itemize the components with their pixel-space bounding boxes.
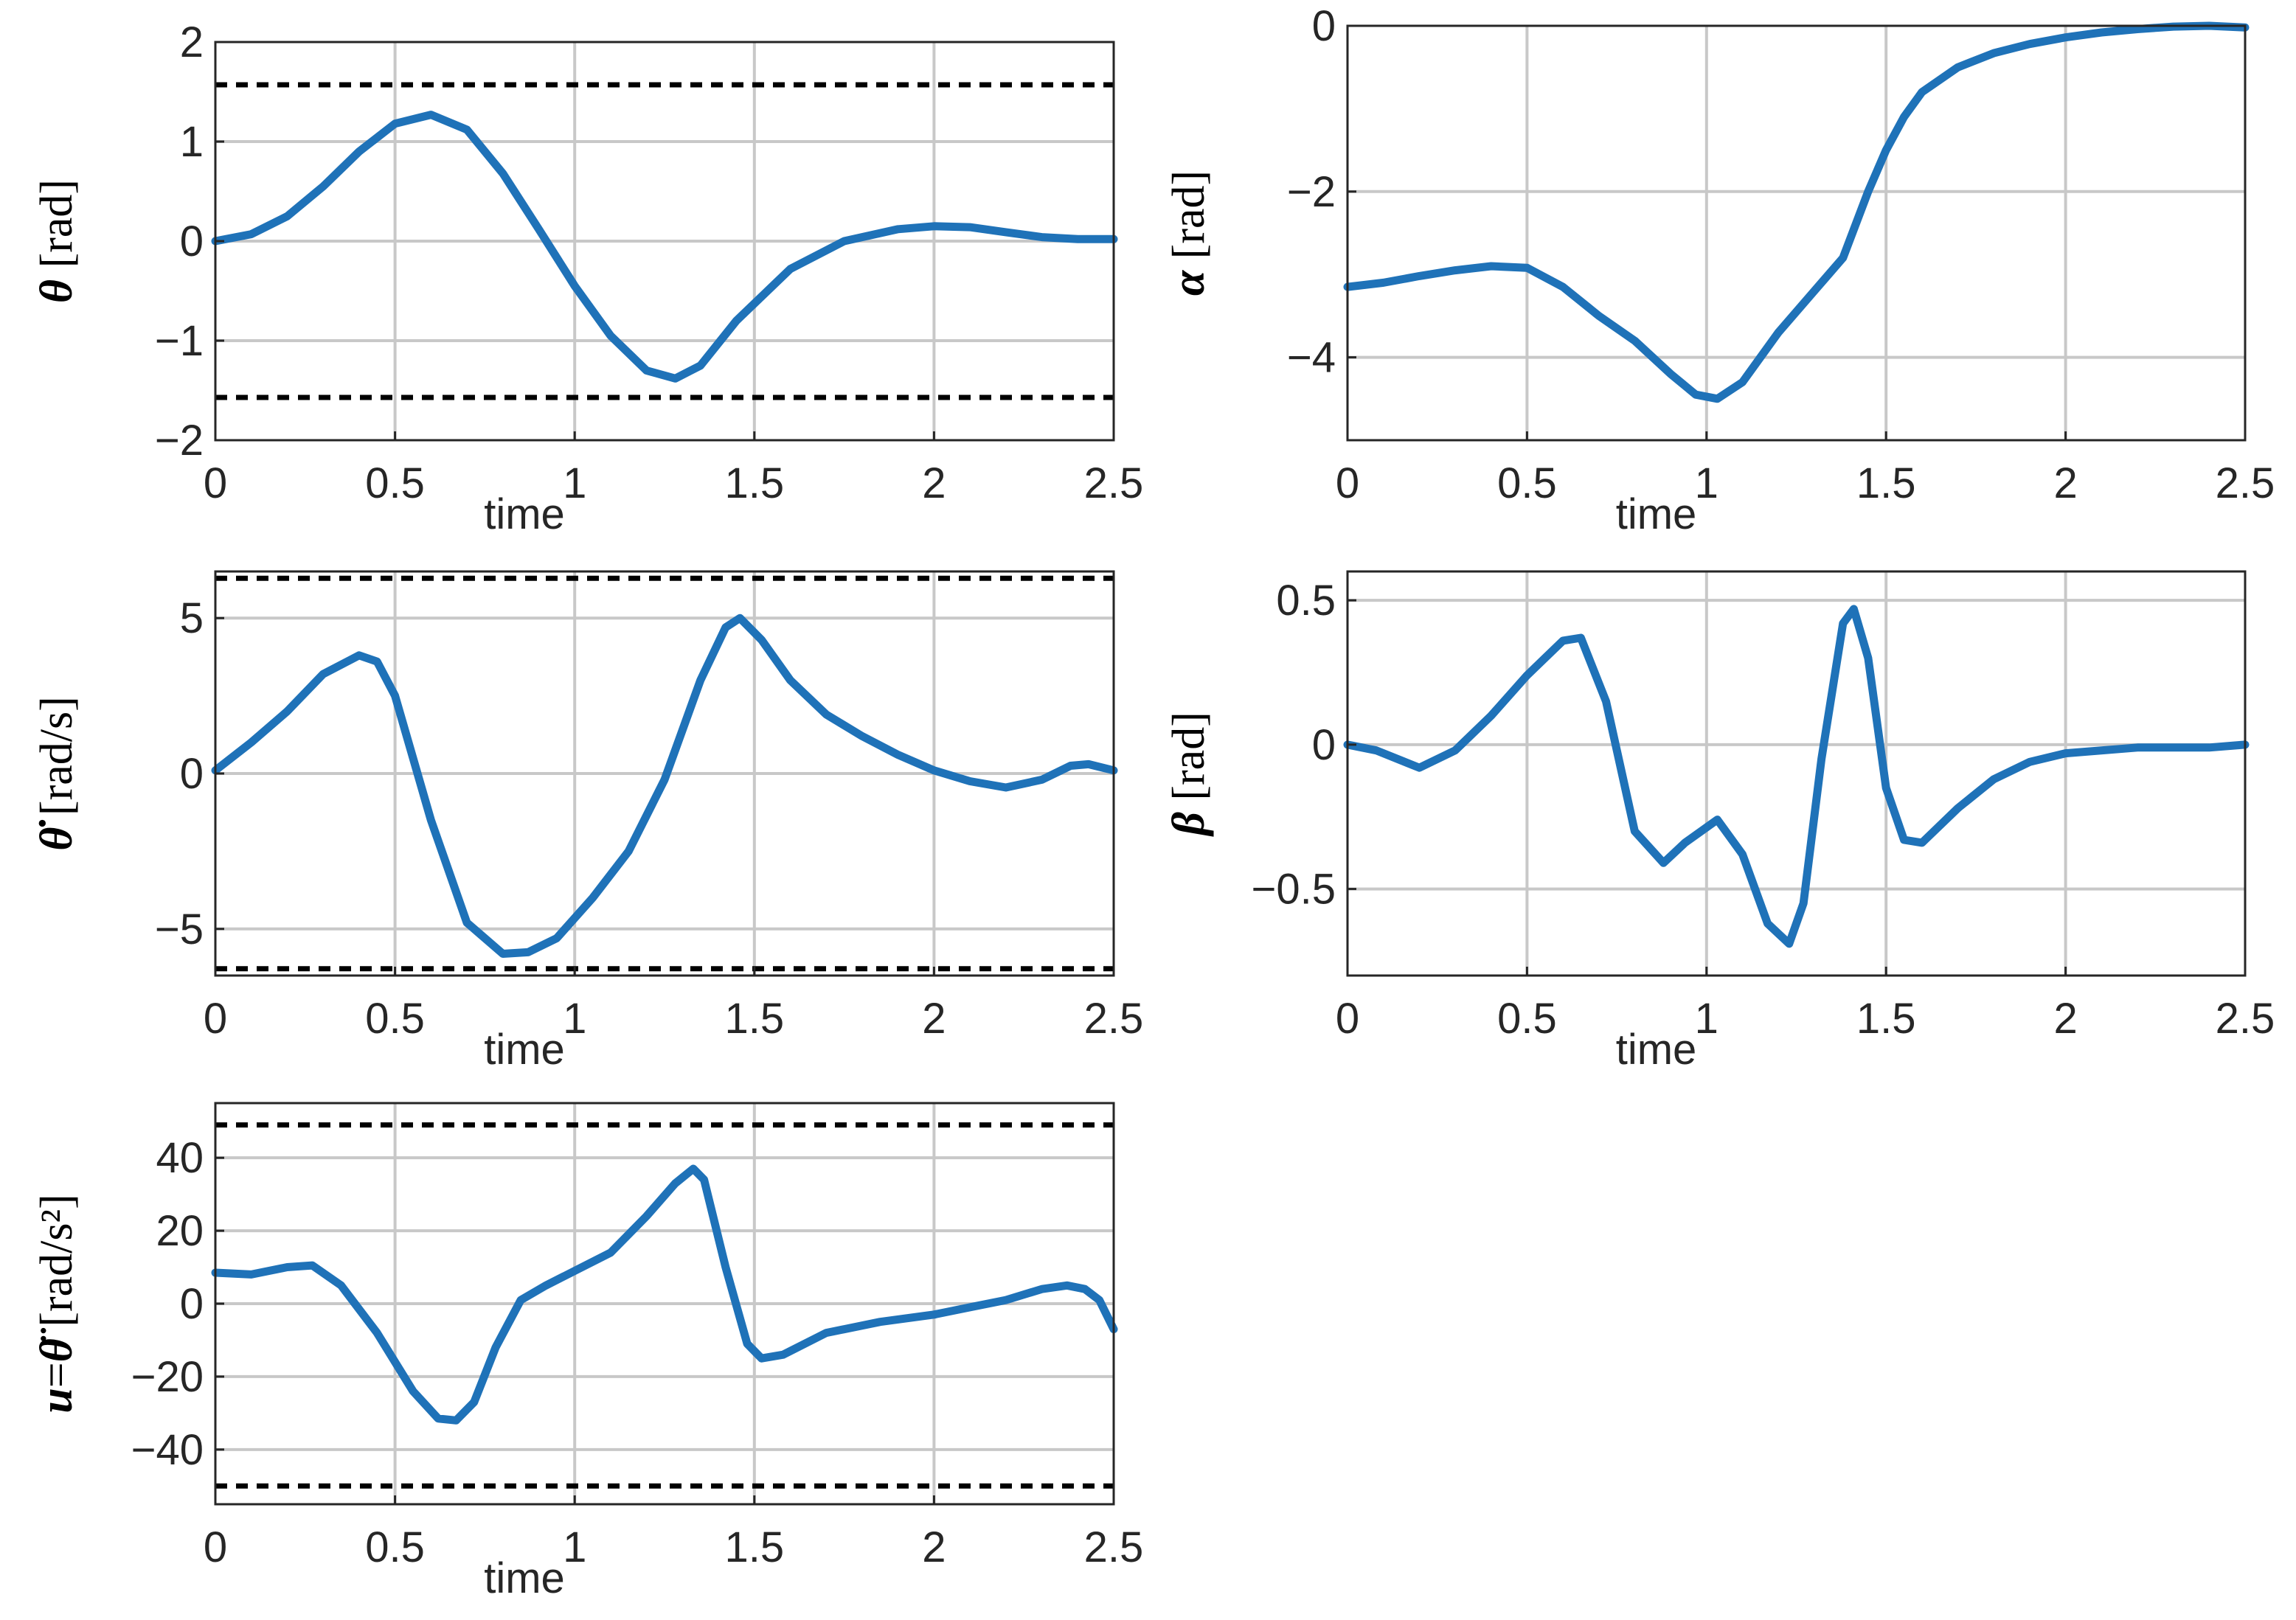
- y-axis-label: θ [rad]: [32, 179, 82, 303]
- x-tick-label: 0.5: [1497, 995, 1557, 1043]
- x-tick-label: 1.5: [1856, 459, 1916, 507]
- y-tick-label: −2: [1287, 168, 1336, 216]
- x-tick-label: 0: [204, 995, 227, 1043]
- y-tick-label: 0.5: [1276, 577, 1336, 625]
- x-tick-label: 0: [1336, 995, 1359, 1043]
- axes-frame: [1346, 24, 2247, 442]
- y-tick-label: −1: [155, 317, 204, 365]
- chart-beta: 0 0.5 1 1.5 2 2.5 −0.5 0 0.5 time β [rad]: [1164, 570, 2275, 1074]
- x-axis-label: time: [484, 490, 565, 538]
- x-tick-label: 2.5: [1084, 1523, 1144, 1571]
- x-axis-label: time: [1616, 1026, 1697, 1074]
- x-tick-label: 2: [2053, 459, 2077, 507]
- y-tick-label: 0: [180, 218, 204, 265]
- chart-u: 0 0.5 1 1.5 2 2.5 −40 −20 0 20 40 time u=θ̈ [rad/s²]: [32, 1102, 1144, 1602]
- y-axis-label-part: [rad/s²]: [32, 1194, 82, 1327]
- y-tick-label: −0.5: [1252, 866, 1336, 914]
- x-tick-label: 2: [2053, 995, 2077, 1043]
- y-axis-label-part: [rad]: [32, 179, 82, 268]
- x-tick-label: 2.5: [1084, 459, 1144, 507]
- y-axis-label: u=θ̈ [rad/s²]: [32, 1194, 82, 1414]
- x-tick-label: 2.5: [2216, 459, 2275, 507]
- y-axis-label: θ̇ [rad/s]: [32, 696, 82, 851]
- x-tick-label: 1.5: [724, 1523, 784, 1571]
- y-axis-label-part: β: [1164, 812, 1214, 837]
- y-tick-label: −4: [1287, 334, 1336, 382]
- y-axis-label-part: [rad]: [1164, 170, 1214, 259]
- y-axis-label-part: u: [32, 1388, 82, 1413]
- series-line-u: [211, 1164, 1118, 1425]
- y-axis-label-part: [rad]: [1164, 712, 1214, 800]
- x-axis-label: time: [484, 1026, 565, 1074]
- y-tick-label: 40: [156, 1134, 204, 1182]
- x-tick-label: 0.5: [1497, 459, 1557, 507]
- x-tick-label: 2.5: [1084, 995, 1144, 1043]
- y-axis-label-space: [1164, 801, 1214, 813]
- series-line-alpha: [1343, 21, 2250, 403]
- x-tick-label: 2: [922, 995, 946, 1043]
- x-tick-label: 1.5: [724, 459, 784, 507]
- chart-alpha: 0 0.5 1 1.5 2 2.5 −4 −2 0 time α [rad]: [1164, 2, 2275, 538]
- x-axis-label: time: [484, 1554, 565, 1602]
- x-tick-label: 1: [1695, 459, 1718, 507]
- x-tick-label: 0: [204, 1523, 227, 1571]
- y-axis-label-space: [32, 1327, 82, 1339]
- x-tick-label: 0.5: [365, 995, 425, 1043]
- y-axis-label-part: θ: [32, 279, 82, 303]
- x-tick-label: 1.5: [724, 995, 784, 1043]
- y-tick-label: −2: [155, 417, 204, 465]
- y-axis-label-space: [32, 816, 82, 827]
- y-axis-label: β [rad]: [1164, 712, 1214, 837]
- x-tick-label: 2: [922, 1523, 946, 1571]
- y-axis-label-space: [32, 268, 82, 279]
- y-tick-label: 5: [180, 594, 204, 642]
- series-line-beta: [1343, 605, 2250, 948]
- y-axis-label-part: [rad/s]: [32, 696, 82, 816]
- y-tick-label: 0: [180, 1280, 204, 1328]
- x-tick-label: 1: [1695, 995, 1718, 1043]
- series-line-thetadot: [211, 613, 1118, 958]
- y-tick-label: 0: [1312, 2, 1336, 50]
- y-axis-label-part: =: [32, 1362, 82, 1388]
- y-tick-label: −5: [155, 905, 204, 953]
- chart-theta: 0 0.5 1 1.5 2 2.5 −2 −1 0 1 2 time θ [rad]: [32, 18, 1143, 538]
- axes-frame: [1346, 570, 2247, 977]
- y-tick-label: 2: [180, 18, 204, 66]
- plot-area: [1346, 570, 2247, 977]
- x-tick-label: 0: [1336, 459, 1359, 507]
- y-axis-label: α [rad]: [1164, 170, 1214, 296]
- x-tick-label: 2: [922, 459, 946, 507]
- y-tick-label: 1: [180, 118, 204, 166]
- series-line-theta: [211, 111, 1118, 383]
- x-tick-label: 1.5: [1856, 995, 1916, 1043]
- x-tick-label: 2.5: [2216, 995, 2275, 1043]
- x-tick-label: 0.5: [365, 459, 425, 507]
- y-axis-label-part: α: [1164, 269, 1214, 296]
- x-tick-label: 1: [563, 1523, 586, 1571]
- y-tick-label: 20: [156, 1207, 204, 1255]
- y-tick-label: −20: [131, 1353, 204, 1401]
- x-tick-label: 1: [563, 995, 586, 1043]
- plot-area: [1346, 24, 2247, 442]
- y-tick-label: 0: [1312, 721, 1336, 769]
- x-axis-label: time: [1616, 490, 1697, 538]
- x-tick-label: 1: [563, 459, 586, 507]
- x-tick-label: 0.5: [365, 1523, 425, 1571]
- y-tick-label: 0: [180, 750, 204, 798]
- x-tick-label: 0: [204, 459, 227, 507]
- y-tick-label: −40: [131, 1426, 204, 1474]
- y-axis-label-space: [1164, 259, 1214, 271]
